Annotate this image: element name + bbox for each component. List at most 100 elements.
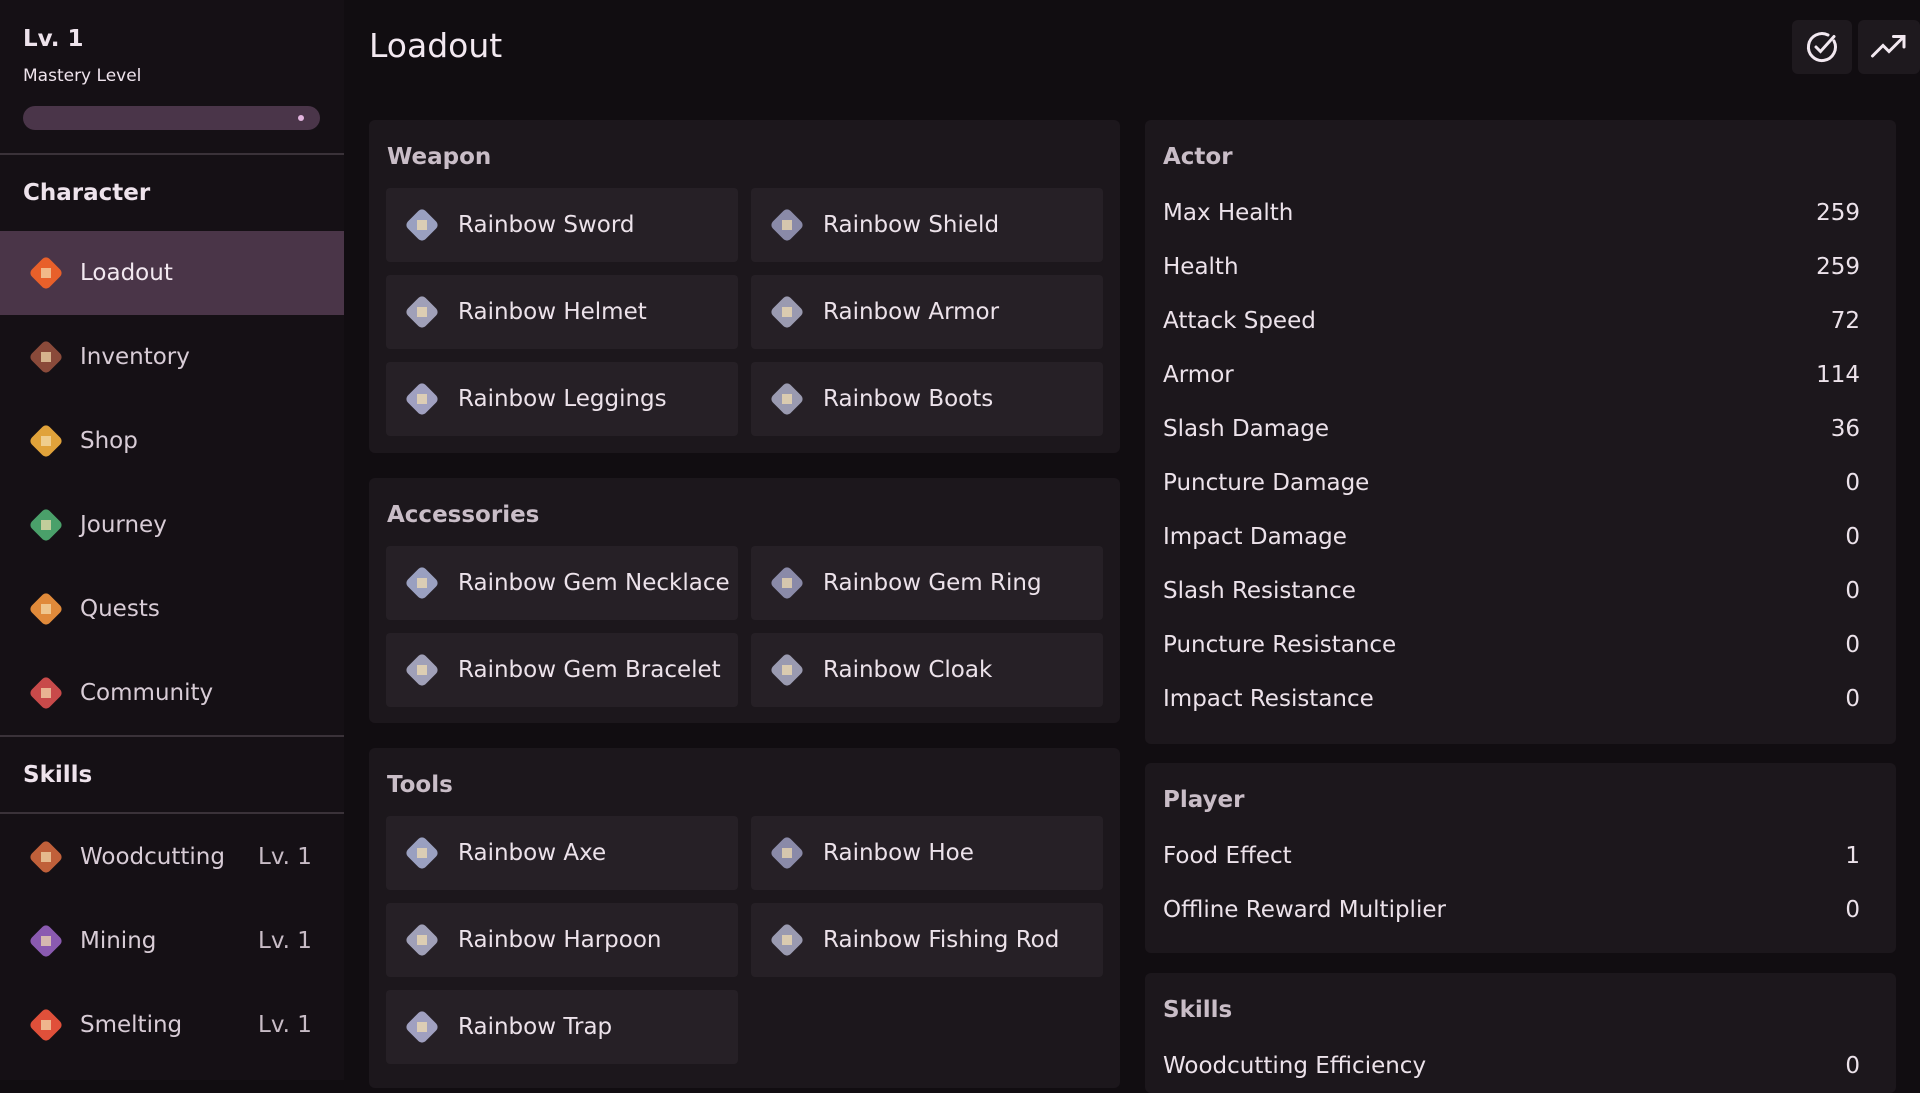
stat-value: 72 xyxy=(1830,308,1860,334)
sidebar-item-label: Inventory xyxy=(80,344,190,370)
sidebar-item-smelting[interactable]: Smelting Lv. 1 xyxy=(0,983,344,1067)
divider xyxy=(0,735,344,737)
stat-label: Impact Damage xyxy=(1163,524,1347,550)
sidebar-item-inventory[interactable]: Inventory xyxy=(0,315,344,399)
stat-value: 259 xyxy=(1816,254,1860,280)
stat-row: Impact Resistance 0 xyxy=(1163,686,1860,712)
stat-label: Puncture Damage xyxy=(1163,470,1370,496)
equipment-slot[interactable]: Rainbow Hoe xyxy=(751,816,1103,890)
stat-row: Impact Damage 0 xyxy=(1163,524,1860,550)
item-name: Rainbow Axe xyxy=(458,840,607,866)
sidebar-item-label: Shop xyxy=(80,428,138,454)
stat-row: Woodcutting Efficiency 0 xyxy=(1163,1053,1860,1079)
item-name: Rainbow Trap xyxy=(458,1014,613,1040)
equipment-slot[interactable]: Rainbow Leggings xyxy=(386,362,738,436)
stat-row: Health 259 xyxy=(1163,254,1860,280)
sidebar-item-label: Quests xyxy=(80,596,160,622)
skills-header: Skills xyxy=(23,762,93,788)
equipment-slot[interactable]: Rainbow Helmet xyxy=(386,275,738,349)
check-button[interactable] xyxy=(1792,20,1852,74)
skill-level: Lv. 1 xyxy=(258,1012,312,1038)
sidebar-item-woodcutting[interactable]: Woodcutting Lv. 1 xyxy=(0,815,344,899)
page-title: Loadout xyxy=(369,26,503,65)
item-name: Rainbow Leggings xyxy=(458,386,667,412)
sidebar: Lv. 1 Mastery Level Character Loadout Inv… xyxy=(0,0,344,1080)
sidebar-item-journey[interactable]: Journey xyxy=(0,483,344,567)
stats-panel-actor: Actor Max Health 259 Health 259 Attack Speed 7… xyxy=(1145,120,1896,744)
sidebar-item-label: Community xyxy=(80,680,214,706)
sidebar-item-community[interactable]: Community xyxy=(0,651,344,735)
item-icon xyxy=(406,383,438,415)
stats-panel-skills: Skills Woodcutting Efficiency 0 xyxy=(1145,973,1896,1093)
item-icon xyxy=(771,924,803,956)
item-icon xyxy=(406,567,438,599)
mastery-level: Lv. 1 xyxy=(23,26,84,52)
item-icon xyxy=(406,837,438,869)
stat-label: Food Effect xyxy=(1163,843,1292,869)
scroll-icon xyxy=(30,593,62,625)
skill-level: Lv. 1 xyxy=(258,928,312,954)
equipment-slot[interactable]: Rainbow Cloak xyxy=(751,633,1103,707)
equipment-slot[interactable]: Rainbow Harpoon xyxy=(386,903,738,977)
sidebar-item-quests[interactable]: Quests xyxy=(0,567,344,651)
stat-row: Armor 114 xyxy=(1163,362,1860,388)
item-name: Rainbow Sword xyxy=(458,212,635,238)
sidebar-item-mining[interactable]: Mining Lv. 1 xyxy=(0,899,344,983)
panel-title: Skills xyxy=(1163,997,1233,1023)
stat-row: Slash Damage 36 xyxy=(1163,416,1860,442)
sidebar-item-shop[interactable]: Shop xyxy=(0,399,344,483)
stat-value: 114 xyxy=(1816,362,1860,388)
stat-label: Health xyxy=(1163,254,1239,280)
equipment-slot[interactable]: Rainbow Shield xyxy=(751,188,1103,262)
item-icon xyxy=(771,296,803,328)
item-icon xyxy=(771,837,803,869)
item-name: Rainbow Harpoon xyxy=(458,927,662,953)
item-name: Rainbow Fishing Rod xyxy=(823,927,1060,953)
equipment-slot[interactable]: Rainbow Boots xyxy=(751,362,1103,436)
equipment-slot[interactable]: Rainbow Gem Necklace xyxy=(386,546,738,620)
stat-row: Slash Resistance 0 xyxy=(1163,578,1860,604)
item-name: Rainbow Hoe xyxy=(823,840,974,866)
stat-row: Max Health 259 xyxy=(1163,200,1860,226)
log-icon xyxy=(30,841,62,873)
map-icon xyxy=(30,509,62,541)
item-icon xyxy=(771,654,803,686)
sidebar-item-loadout[interactable]: Loadout xyxy=(0,231,344,315)
stat-value: 0 xyxy=(1845,470,1860,496)
progress-dot xyxy=(298,115,305,121)
stat-value: 1 xyxy=(1845,843,1860,869)
equipment-slot[interactable]: Rainbow Armor xyxy=(751,275,1103,349)
mastery-progress-bar xyxy=(23,106,320,130)
equipment-slot[interactable]: Rainbow Fishing Rod xyxy=(751,903,1103,977)
equipment-slot[interactable]: Rainbow Gem Ring xyxy=(751,546,1103,620)
stat-value: 0 xyxy=(1845,524,1860,550)
trending-up-icon xyxy=(1871,35,1906,58)
check-circle-icon xyxy=(1806,32,1837,63)
equipment-slot[interactable]: Rainbow Gem Bracelet xyxy=(386,633,738,707)
stat-label: Attack Speed xyxy=(1163,308,1316,334)
item-name: Rainbow Shield xyxy=(823,212,1000,238)
item-icon xyxy=(406,296,438,328)
item-name: Rainbow Gem Bracelet xyxy=(458,657,721,683)
stat-label: Offline Reward Multiplier xyxy=(1163,897,1446,923)
equipment-slot[interactable]: Rainbow Sword xyxy=(386,188,738,262)
ingot-icon xyxy=(30,1009,62,1041)
stat-row: Food Effect 1 xyxy=(1163,843,1860,869)
stat-row: Puncture Resistance 0 xyxy=(1163,632,1860,658)
sidebar-item-label: Smelting xyxy=(80,1012,183,1038)
stats-panel-player: Player Food Effect 1 Offline Reward Multipl… xyxy=(1145,763,1896,953)
sidebar-item-label: Mining xyxy=(80,928,157,954)
item-icon xyxy=(406,209,438,241)
item-name: Rainbow Gem Necklace xyxy=(458,570,730,596)
item-icon xyxy=(406,1011,438,1043)
people-icon xyxy=(30,677,62,709)
stat-label: Max Health xyxy=(1163,200,1294,226)
stat-value: 0 xyxy=(1845,1053,1860,1079)
stats-button[interactable] xyxy=(1858,20,1920,74)
item-icon xyxy=(771,567,803,599)
equipment-slot[interactable]: Rainbow Trap xyxy=(386,990,738,1064)
item-icon xyxy=(771,209,803,241)
stat-value: 259 xyxy=(1816,200,1860,226)
character-header: Character xyxy=(23,180,151,206)
equipment-slot[interactable]: Rainbow Axe xyxy=(386,816,738,890)
